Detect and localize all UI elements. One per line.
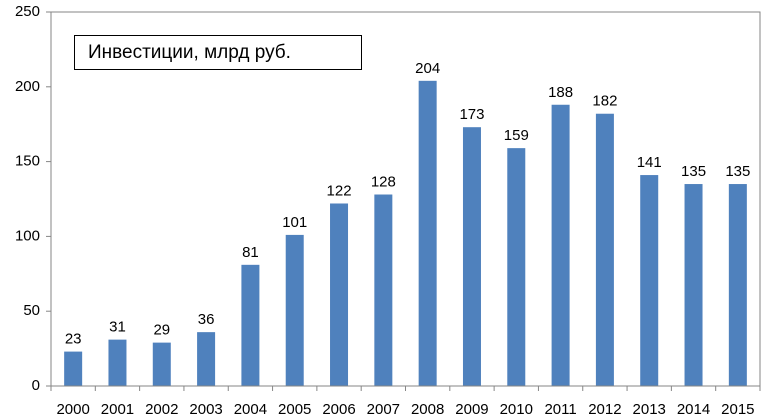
x-tick-label: 2010 (500, 401, 533, 418)
data-label: 135 (725, 163, 750, 180)
x-axis-ticks: 2000 2001 2002 2003 2004 2005 2006 2007 2008 2009… (50, 386, 761, 418)
x-tick-label: 2006 (322, 401, 355, 418)
data-label: 23 (65, 331, 82, 348)
x-tick-label: 2009 (455, 401, 488, 418)
data-label: 36 (198, 311, 215, 328)
bar (684, 184, 703, 386)
bar (551, 104, 570, 386)
x-tick-label: 2015 (721, 401, 754, 418)
y-tick-label: 50 (23, 302, 40, 319)
data-label: 135 (681, 163, 706, 180)
x-tick-label: 2014 (677, 401, 710, 418)
data-label: 31 (109, 319, 126, 336)
x-tick-label: 2001 (101, 401, 134, 418)
bar (152, 342, 171, 386)
x-tick-label: 2011 (544, 401, 576, 418)
x-tick-label: 2013 (633, 401, 666, 418)
data-label: 29 (153, 322, 170, 339)
data-label: 173 (459, 106, 484, 123)
bar (640, 175, 659, 386)
bar-series (64, 80, 747, 386)
bar (108, 339, 127, 386)
bar (462, 127, 481, 386)
x-tick-label: 2008 (411, 401, 444, 418)
x-tick-label: 2000 (56, 401, 89, 418)
y-tick-label: 100 (15, 227, 40, 244)
y-tick-label: 0 (32, 377, 40, 394)
data-labels: 23 31 29 36 81 101 122 128 204 173 159 188 182 141 135… (65, 60, 751, 348)
y-tick-label: 150 (15, 153, 40, 170)
data-label: 141 (637, 154, 662, 171)
bar (507, 148, 526, 386)
x-tick-label: 2005 (278, 401, 311, 418)
x-tick-label: 2002 (145, 401, 178, 418)
data-label: 128 (371, 174, 396, 191)
bar (374, 194, 393, 386)
x-tick-label: 2003 (189, 401, 222, 418)
bar (418, 80, 437, 386)
data-label: 159 (504, 127, 529, 144)
bar (595, 113, 614, 386)
x-tick-label: 2004 (234, 401, 267, 418)
plot-frame (50, 11, 761, 387)
x-tick-label: 2012 (588, 401, 621, 418)
data-label: 101 (282, 214, 307, 231)
bar (64, 351, 83, 386)
bar (728, 184, 747, 386)
legend-label: Инвестиции, млрд руб. (88, 42, 291, 63)
y-axis-ticks: 0 50 100 150 200 250 (15, 3, 51, 394)
bar (330, 203, 349, 386)
data-label: 122 (327, 182, 352, 199)
data-label: 188 (548, 84, 573, 101)
plot-area-border (50, 11, 761, 387)
x-tick-label: 2007 (367, 401, 400, 418)
y-tick-label: 250 (15, 3, 40, 20)
data-label: 81 (242, 244, 259, 261)
bar (285, 234, 304, 386)
data-label: 182 (592, 93, 617, 110)
legend: Инвестиции, млрд руб. (74, 35, 362, 70)
bar (241, 264, 260, 386)
y-tick-label: 200 (15, 78, 40, 95)
data-label: 204 (415, 60, 440, 77)
bar (197, 332, 216, 386)
